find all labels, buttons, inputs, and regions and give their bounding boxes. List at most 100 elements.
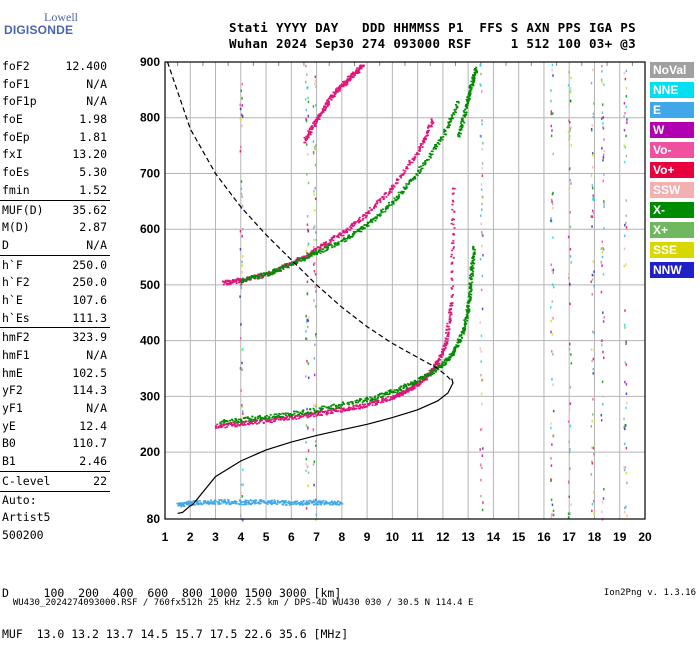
trace-point xyxy=(326,99,329,101)
trace-point xyxy=(247,501,250,504)
trace-point xyxy=(342,408,345,411)
trace-point xyxy=(396,392,399,395)
trace-point xyxy=(443,342,446,345)
trace-point xyxy=(413,382,416,384)
trace-point xyxy=(455,105,458,108)
trace-point xyxy=(226,279,229,282)
trace-point xyxy=(421,140,424,143)
trace-point xyxy=(325,241,328,243)
trace-point xyxy=(272,502,275,504)
trace-point xyxy=(338,90,341,92)
noise-dot xyxy=(568,348,571,351)
muf-row: MUF 13.0 13.2 13.7 14.5 15.7 17.5 22.6 3… xyxy=(2,627,349,641)
noise-dot xyxy=(479,134,482,138)
trace-point xyxy=(444,361,447,364)
trace-point xyxy=(336,501,339,504)
trace-point xyxy=(351,402,354,404)
noise-dot xyxy=(603,227,605,230)
trace-point xyxy=(342,229,345,232)
noise-dot xyxy=(591,509,593,513)
trace-point xyxy=(329,243,332,245)
noise-dot xyxy=(307,100,310,104)
trace-point xyxy=(395,199,398,201)
trace-point xyxy=(324,250,327,252)
trace-point xyxy=(261,500,264,503)
trace-point xyxy=(466,301,469,304)
trace-point xyxy=(396,182,399,184)
trace-point xyxy=(383,398,386,401)
trace-point xyxy=(428,369,431,372)
trace-point xyxy=(239,500,242,503)
noise-dot xyxy=(242,255,244,258)
noise-dot xyxy=(601,250,604,254)
trace-point xyxy=(469,299,472,302)
noise-dot xyxy=(481,202,483,206)
noise-dot xyxy=(480,188,483,191)
trace-point xyxy=(469,89,472,91)
trace-point xyxy=(445,357,448,360)
trace-point xyxy=(342,85,345,88)
trace-point xyxy=(216,423,219,426)
trace-point xyxy=(253,501,256,503)
trace-point xyxy=(323,245,326,247)
trace-point xyxy=(452,240,455,242)
trace-point xyxy=(438,143,441,145)
noise-dot xyxy=(305,119,308,123)
trace-point xyxy=(297,417,300,420)
noise-dot xyxy=(600,247,603,250)
trace-point xyxy=(472,274,475,277)
noise-dot xyxy=(592,260,595,263)
noise-dot xyxy=(625,87,628,90)
trace-point xyxy=(312,407,315,410)
trace-point xyxy=(231,501,234,503)
trace-point xyxy=(270,503,273,506)
trace-point xyxy=(433,364,436,367)
noise-dot xyxy=(550,457,552,460)
trace-point xyxy=(373,401,376,404)
trace-point xyxy=(252,419,255,422)
trace-point xyxy=(380,209,383,211)
noise-dot xyxy=(567,480,570,483)
trace-point xyxy=(177,502,180,505)
noise-dot xyxy=(480,208,483,211)
trace-point xyxy=(374,203,377,206)
trace-point xyxy=(457,341,460,344)
trace-point xyxy=(468,97,471,99)
trace-point xyxy=(449,118,452,120)
trace-point xyxy=(339,410,342,412)
trace-point xyxy=(226,426,229,428)
noise-dot xyxy=(314,186,316,190)
trace-point xyxy=(257,275,260,278)
trace-point xyxy=(187,500,190,503)
trace-point xyxy=(353,72,356,75)
trace-point xyxy=(459,129,462,132)
trace-point xyxy=(451,219,454,221)
noise-dot xyxy=(551,443,553,446)
trace-point xyxy=(357,68,360,71)
noise-dot xyxy=(552,509,555,513)
trace-point xyxy=(307,253,310,255)
trace-point xyxy=(372,207,375,210)
trace-point xyxy=(263,418,266,421)
trace-point xyxy=(252,501,255,504)
trace-point xyxy=(369,400,372,402)
trace-point xyxy=(366,396,369,399)
trace-point xyxy=(340,406,343,408)
trace-point xyxy=(465,112,468,114)
trace-point xyxy=(248,417,251,420)
trace-point xyxy=(332,235,335,237)
trace-point xyxy=(255,420,258,423)
trace-point xyxy=(450,249,453,252)
trace-point xyxy=(222,283,225,286)
trace-point xyxy=(393,197,396,200)
trace-point xyxy=(219,503,222,505)
trace-point xyxy=(364,216,367,219)
param-label: h`F xyxy=(2,257,23,272)
trace-point xyxy=(467,300,470,303)
trace-point xyxy=(325,102,328,104)
trace-point xyxy=(282,265,285,268)
trace-point xyxy=(215,426,218,428)
trace-point xyxy=(442,136,445,138)
noise-dot xyxy=(551,192,554,196)
trace-point xyxy=(188,502,191,505)
